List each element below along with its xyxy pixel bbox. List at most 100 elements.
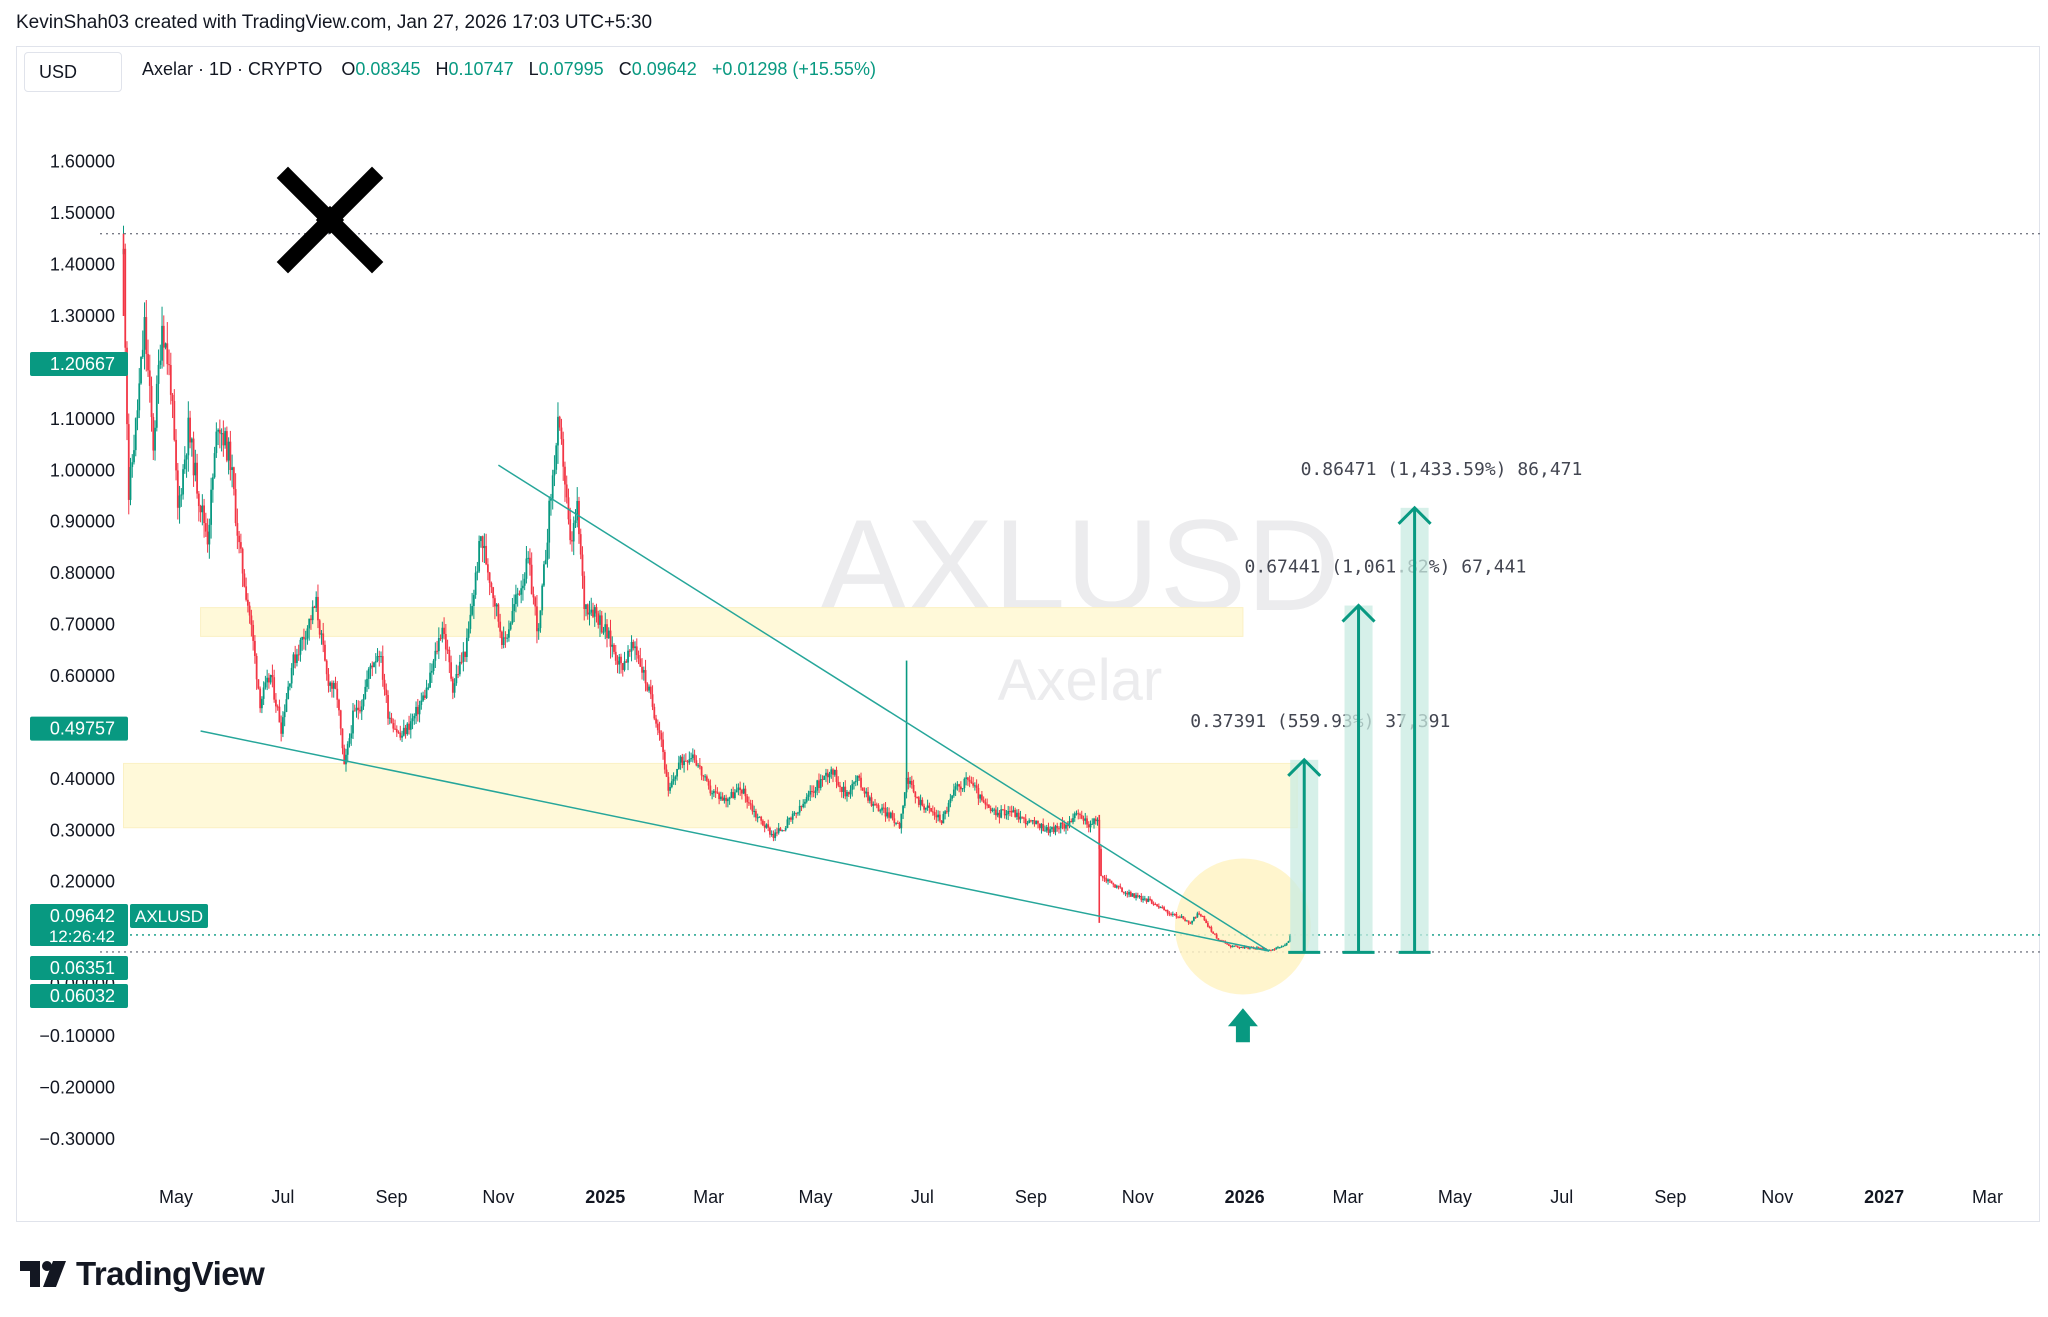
candle-body xyxy=(847,792,850,795)
candle-body xyxy=(839,785,841,787)
price-tag-bg xyxy=(30,904,128,946)
candle-body xyxy=(138,383,141,411)
candle-body xyxy=(1010,811,1013,813)
candle-body xyxy=(432,660,435,671)
y-axis-tick-label: 0.70000 xyxy=(50,615,115,635)
candle-body xyxy=(1093,818,1095,824)
candle-body xyxy=(457,673,460,675)
candle-body xyxy=(776,832,778,834)
candle-body xyxy=(623,661,626,670)
candle-body xyxy=(1149,898,1151,900)
axelar-logo-icon xyxy=(276,166,384,274)
candle-body xyxy=(840,786,843,792)
candle-body xyxy=(875,804,878,806)
candle-body xyxy=(374,661,377,663)
candle-body xyxy=(395,729,398,733)
candle-body xyxy=(481,536,484,549)
candle-body xyxy=(879,810,882,812)
candle-body xyxy=(530,564,533,595)
candle-body xyxy=(760,816,763,821)
candle-body xyxy=(938,814,941,821)
candle-body xyxy=(1189,922,1192,924)
candle-body xyxy=(453,683,456,693)
candle-body xyxy=(660,733,663,740)
candle-body xyxy=(289,683,291,687)
candle-body xyxy=(427,687,430,689)
candle-body xyxy=(733,792,736,799)
candle-body xyxy=(246,599,249,606)
candle-body xyxy=(1049,829,1052,833)
candle-body xyxy=(211,477,214,490)
candle-body xyxy=(544,559,547,565)
candle-body xyxy=(935,815,938,818)
candle-body xyxy=(1000,809,1003,818)
x-axis-tick-label: Mar xyxy=(693,1187,724,1207)
candle-body xyxy=(131,462,134,468)
candle-body xyxy=(1014,809,1017,817)
candle-body xyxy=(472,594,475,607)
candle-body xyxy=(1089,823,1092,828)
candle-body xyxy=(1261,948,1264,950)
x-axis-tick-label: Mar xyxy=(1972,1187,2003,1207)
candle-body xyxy=(819,779,822,789)
candle-body xyxy=(551,475,554,499)
candle-body xyxy=(273,677,276,700)
candle-body xyxy=(527,557,530,559)
candle-body xyxy=(1173,913,1176,915)
candle-body xyxy=(954,786,957,790)
candle-body xyxy=(1117,885,1120,887)
candle-body xyxy=(858,775,861,778)
open-value: 0.08345 xyxy=(355,59,421,79)
price-tag-label: 0.09642 xyxy=(50,906,115,926)
tradingview-logo-icon xyxy=(20,1261,66,1287)
candle-body xyxy=(360,706,363,712)
candle-body xyxy=(583,575,586,610)
candle-body xyxy=(334,682,337,689)
candle-body xyxy=(698,765,701,767)
tradingview-logo[interactable]: TradingView xyxy=(20,1255,265,1293)
candle-body xyxy=(180,494,183,496)
candle-body xyxy=(1177,916,1180,918)
candle-body xyxy=(1037,821,1039,824)
candle-body xyxy=(578,500,580,535)
candle-body xyxy=(1198,913,1201,915)
candle-body xyxy=(201,505,204,513)
candle-body xyxy=(133,450,135,463)
candle-body xyxy=(1273,949,1276,951)
candle-body xyxy=(299,639,302,655)
currency-button[interactable]: USD xyxy=(24,52,122,92)
candle-body xyxy=(310,618,312,621)
candle-body xyxy=(774,832,777,838)
candle-body xyxy=(280,722,283,734)
y-axis-tick-label: 1.10000 xyxy=(50,409,115,429)
candle-body xyxy=(874,803,876,805)
candle-body xyxy=(204,523,207,532)
candle-body xyxy=(1009,810,1011,812)
candle-body xyxy=(352,710,354,734)
candle-body xyxy=(553,469,556,476)
candle-body xyxy=(602,631,605,633)
candle-body xyxy=(744,788,747,797)
chart-pane[interactable] xyxy=(16,46,2040,1222)
candle-body xyxy=(628,650,631,652)
candle-body xyxy=(656,723,659,731)
candle-body xyxy=(332,682,335,689)
candle-body xyxy=(691,754,694,759)
candle-body xyxy=(1226,943,1229,945)
candle-body xyxy=(1107,879,1109,882)
candle-body xyxy=(1056,825,1059,829)
price-tag-bg xyxy=(30,351,128,376)
candle-body xyxy=(550,498,552,501)
candle-body xyxy=(183,459,186,470)
candle-body xyxy=(755,811,757,818)
candle-body xyxy=(317,596,319,621)
candle-body xyxy=(1026,823,1029,825)
y-axis-tick-label: 0.40000 xyxy=(50,769,115,789)
candle-body xyxy=(1215,934,1218,939)
candle-body xyxy=(592,609,594,617)
candle-body xyxy=(670,781,673,788)
candle-body xyxy=(450,662,452,679)
candle-body xyxy=(790,817,792,820)
candle-body xyxy=(508,629,510,638)
